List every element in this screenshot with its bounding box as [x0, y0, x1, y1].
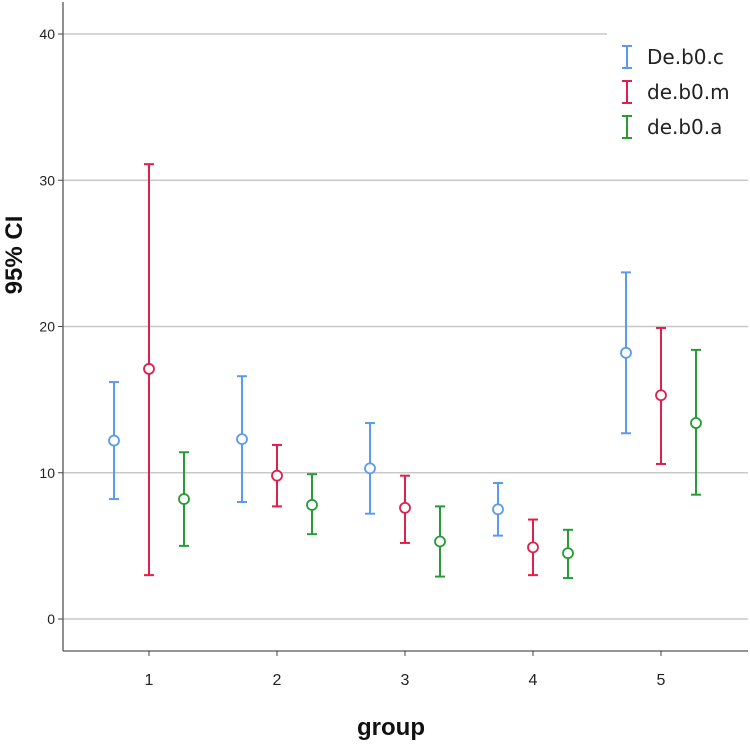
x-tick-label: 3: [401, 672, 410, 689]
legend-label: de.b0.a: [647, 115, 722, 139]
mean-marker: [562, 547, 574, 560]
legend-item: De.b0.c: [622, 45, 724, 69]
series-marks: [108, 163, 702, 580]
mean-marker: [236, 433, 248, 446]
y-tick-label: 40: [39, 26, 55, 42]
mean-marker: [492, 503, 504, 516]
y-axis-title: 95% CI: [1, 216, 28, 295]
axes: 0 10 20 30 40 1 2 3 4 5: [39, 2, 748, 689]
mean-marker: [655, 389, 667, 402]
series-de-b0-a: [178, 348, 702, 580]
y-tick-label: 0: [47, 611, 55, 627]
legend-label: De.b0.c: [647, 45, 724, 69]
mean-marker: [399, 501, 411, 514]
mean-marker: [306, 499, 318, 511]
gridlines: [63, 33, 748, 620]
y-tick-label: 30: [39, 172, 55, 188]
mean-marker: [434, 535, 446, 548]
mean-marker: [143, 363, 155, 375]
legend-item: de.b0.m: [622, 80, 730, 104]
mean-marker: [620, 346, 632, 359]
legend-label: de.b0.m: [647, 80, 730, 104]
y-tick-label: 20: [39, 319, 55, 335]
x-tick-label: 2: [273, 672, 282, 689]
legend-item: de.b0.a: [622, 115, 722, 139]
mean-marker: [527, 541, 539, 554]
x-axis-title: group: [357, 714, 425, 741]
x-tick-label: 1: [145, 672, 154, 689]
mean-marker: [690, 417, 702, 429]
y-tick-label: 10: [39, 465, 55, 481]
x-tick-label: 4: [529, 672, 538, 689]
mean-marker: [178, 493, 190, 505]
mean-marker: [108, 434, 120, 447]
series-De-b0-c: [108, 271, 632, 537]
series-de-b0-m: [143, 163, 667, 577]
x-tick-label: 5: [657, 672, 666, 689]
mean-marker: [364, 462, 376, 475]
mean-marker: [271, 469, 283, 482]
legend: De.b0.c de.b0.m de.b0.a: [622, 45, 730, 139]
